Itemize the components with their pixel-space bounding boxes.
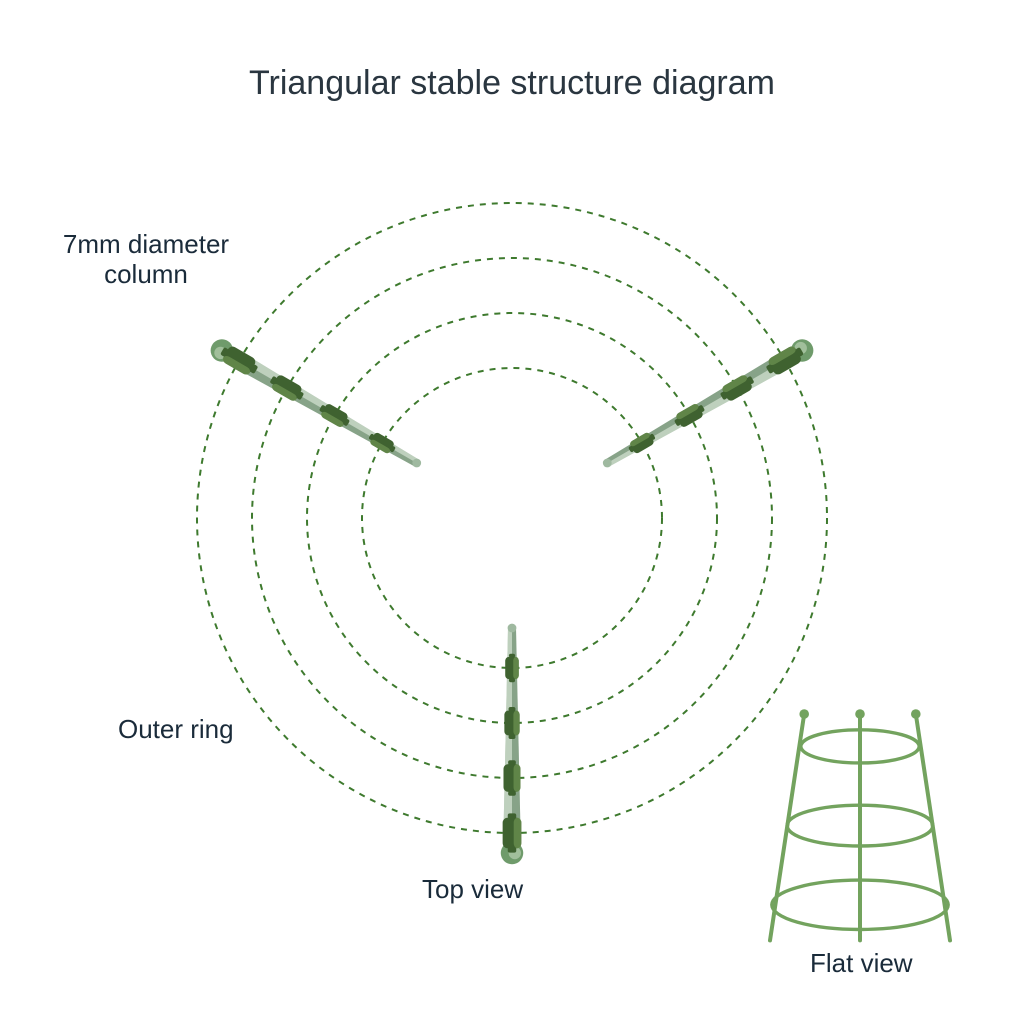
label-outer-ring: Outer ring bbox=[118, 714, 234, 745]
ring bbox=[362, 368, 662, 668]
label-top-view: Top view bbox=[422, 874, 523, 905]
page-title: Triangular stable structure diagram bbox=[0, 64, 1024, 103]
flat-view-diagram bbox=[770, 709, 950, 940]
ring-clip bbox=[503, 760, 520, 796]
rod bbox=[211, 339, 422, 467]
ring-clip bbox=[504, 707, 519, 739]
label-column: 7mm diameter column bbox=[36, 230, 256, 290]
ring-clip bbox=[505, 654, 519, 682]
rod bbox=[501, 624, 524, 865]
ring-clip bbox=[503, 813, 522, 852]
label-flat-view: Flat view bbox=[810, 948, 913, 979]
rod bbox=[603, 339, 814, 467]
structure-diagram bbox=[0, 0, 1024, 1024]
